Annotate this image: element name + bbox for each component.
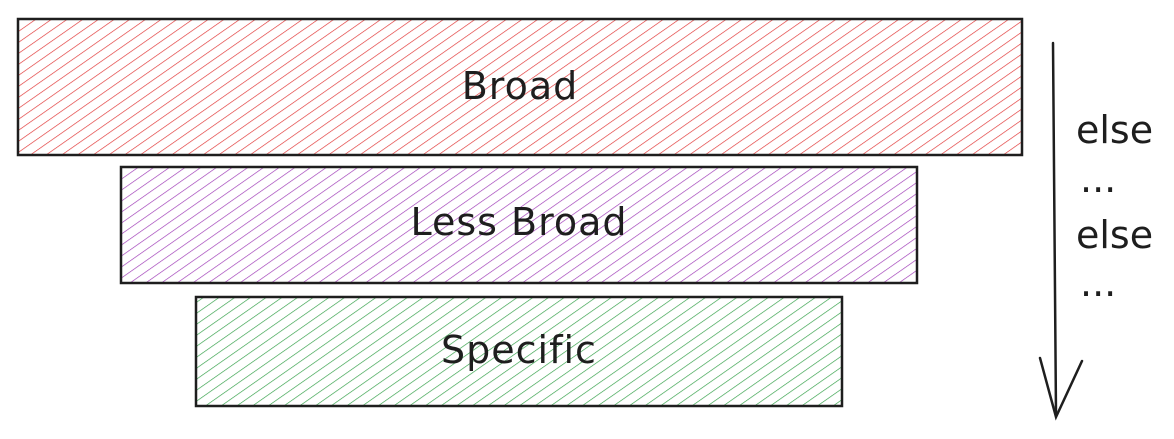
flow-label-ellipsis-1: ...: [1080, 157, 1116, 201]
tier-less-broad-label: Less Broad: [410, 200, 627, 244]
flow-label-ellipsis-2: ...: [1080, 261, 1116, 305]
tier-broad: Broad: [16, 17, 1024, 157]
tier-broad-label: Broad: [462, 64, 579, 108]
tier-specific: Specific: [194, 295, 844, 408]
tier-specific-box: [194, 295, 844, 408]
tier-less-broad-box: [119, 165, 919, 285]
flow-label-else-2: else: [1076, 213, 1153, 257]
flow-label-else-1: else: [1076, 108, 1153, 152]
flow-labels: else ... else ...: [1076, 108, 1153, 305]
tier-broad-box: [16, 17, 1024, 157]
tier-specific-label: Specific: [441, 328, 597, 372]
down-arrow-icon: [1038, 41, 1084, 421]
tier-less-broad: Less Broad: [119, 165, 919, 285]
